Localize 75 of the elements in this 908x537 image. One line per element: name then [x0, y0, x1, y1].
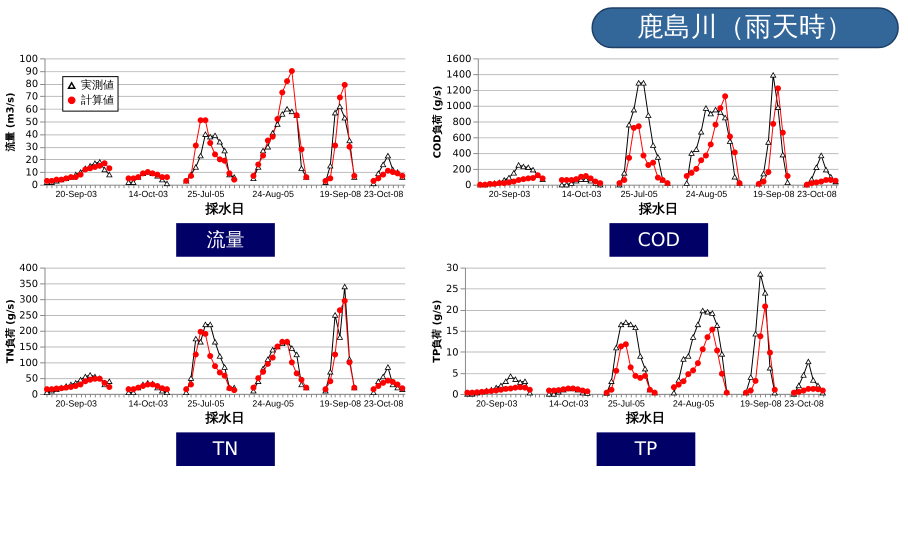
y-tick-label: 0	[465, 180, 472, 192]
y-tick-label: 800	[452, 116, 472, 128]
y-tick-label: 300	[19, 294, 38, 306]
y-tick-label: 50	[26, 116, 38, 128]
x-tick-label: 20-Sep-03	[476, 398, 518, 408]
x-tick-label: 24-Aug-05	[672, 398, 714, 408]
y-tick-label: 200	[19, 326, 38, 338]
x-axis-title: 採水日	[638, 202, 678, 217]
x-tick-label: 14-Oct-03	[128, 189, 168, 200]
y-tick-label: 80	[26, 79, 38, 90]
text: 鹿島川（雨天時）	[637, 12, 854, 43]
x-tick-label: 23-Oct-08	[784, 398, 824, 408]
y-axis-title: COD負荷 (g/s)	[431, 86, 444, 158]
x-tick-label: 19-Sep-08	[740, 398, 782, 408]
x-tick-label: 24-Aug-05	[252, 398, 294, 408]
y-axis-title: TP負荷 (g/s)	[431, 300, 444, 363]
text: TP	[634, 439, 658, 460]
y-tick-label: 90	[26, 66, 38, 78]
y-tick-label: 100	[19, 358, 38, 369]
x-tick-label: 23-Oct-08	[364, 398, 404, 408]
y-axis-title: 流量 (m3/s)	[4, 92, 16, 153]
x-tick-label: 14-Oct-03	[562, 189, 602, 200]
y-tick-label: 100	[19, 54, 38, 65]
x-tick-label: 25-Jul-05	[608, 398, 645, 408]
x-tick-label: 23-Oct-08	[797, 189, 837, 200]
legend-label: 実測値	[81, 78, 114, 92]
x-tick-label: 25-Jul-05	[187, 398, 224, 408]
y-tick-label: 70	[26, 92, 38, 103]
x-tick-label: 19-Sep-08	[320, 189, 362, 200]
y-tick-label: 1600	[446, 54, 472, 65]
y-tick-label: 60	[26, 104, 38, 116]
y-tick-label: 400	[452, 148, 472, 160]
x-axis-title: 採水日	[204, 411, 245, 426]
text: COD	[638, 230, 680, 251]
x-tick-label: 25-Jul-05	[187, 189, 224, 200]
x-axis-title: 採水日	[204, 202, 245, 217]
y-tick-label: 5	[452, 368, 459, 380]
y-tick-label: 30	[446, 263, 459, 274]
y-axis-title: TN負荷 (g/s)	[4, 299, 16, 364]
y-tick-label: 0	[452, 389, 459, 400]
y-tick-label: 50	[26, 374, 38, 385]
x-tick-label: 24-Aug-05	[686, 189, 728, 200]
x-tick-label: 19-Sep-08	[752, 189, 794, 200]
x-tick-label: 14-Oct-03	[548, 398, 588, 408]
y-tick-label: 1400	[446, 70, 472, 81]
y-tick-label: 40	[26, 130, 38, 141]
y-tick-label: 20	[446, 305, 459, 316]
x-tick-label: 14-Oct-03	[128, 398, 168, 408]
y-tick-label: 200	[452, 164, 472, 176]
y-tick-label: 30	[26, 142, 38, 154]
y-tick-label: 1200	[446, 85, 472, 96]
x-tick-label: 25-Jul-05	[620, 189, 658, 200]
y-tick-label: 600	[452, 132, 472, 144]
y-tick-label: 15	[446, 326, 459, 338]
y-tick-label: 1000	[446, 101, 472, 112]
y-tick-label: 350	[19, 278, 38, 290]
text: TN	[212, 439, 238, 460]
y-tick-label: 20	[26, 154, 38, 166]
x-tick-label: 20-Sep-03	[55, 189, 98, 200]
y-tick-label: 250	[19, 310, 38, 322]
y-tick-label: 0	[32, 389, 38, 400]
text: 流量	[206, 228, 245, 251]
y-tick-label: 400	[19, 263, 38, 274]
y-tick-label: 25	[446, 284, 459, 296]
x-tick-label: 24-Aug-05	[252, 189, 294, 200]
y-tick-label: 10	[26, 168, 38, 179]
legend-label: 計算値	[81, 93, 114, 106]
x-tick-label: 20-Sep-03	[488, 189, 530, 200]
x-tick-label: 19-Sep-08	[320, 398, 362, 408]
y-tick-label: 150	[19, 342, 38, 354]
x-tick-label: 23-Oct-08	[364, 189, 404, 200]
y-tick-label: 0	[32, 180, 38, 192]
x-tick-label: 20-Sep-03	[55, 398, 98, 408]
x-axis-title: 採水日	[625, 411, 666, 426]
y-tick-label: 10	[446, 347, 459, 358]
